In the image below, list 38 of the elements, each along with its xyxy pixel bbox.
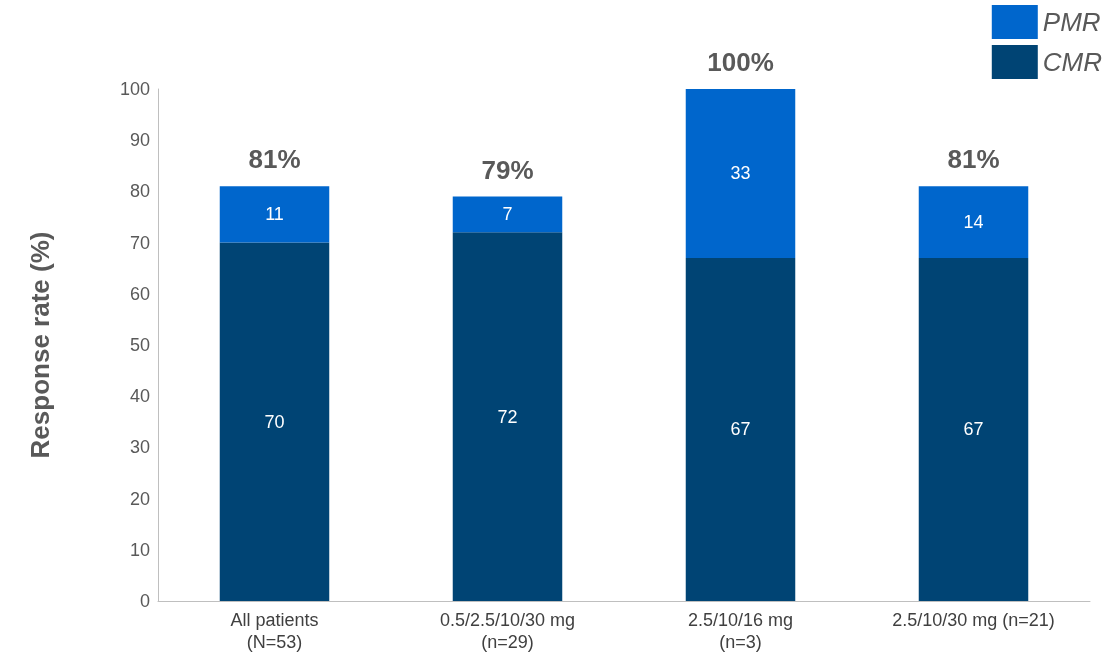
total-label: 81% (947, 144, 1000, 175)
legend-label: CMR (1042, 47, 1103, 77)
bar (219, 242, 330, 601)
x-tick-label: 2.5/10/16 mg (n=3) (687, 610, 794, 652)
y-tick-label: 40 (129, 386, 150, 407)
y-tick-label: 50 (129, 335, 150, 355)
bar (918, 257, 1029, 601)
legend-label: PMR (1042, 7, 1101, 37)
bar (685, 89, 796, 258)
data-label: 11 (265, 204, 284, 225)
y-tick-label: 10 (129, 539, 150, 560)
data-label: 33 (730, 163, 751, 184)
data-label: 67 (730, 419, 751, 440)
data-label: 72 (497, 406, 518, 427)
y-axis-title: Response rate (%) (25, 231, 55, 459)
total-label: 79% (481, 154, 534, 185)
y-tick-label: 20 (129, 488, 150, 509)
x-tick-label: 0.5/2.5/10/30 mg (n=29) (439, 610, 576, 652)
y-tick-label: 90 (129, 130, 150, 151)
data-label: 70 (264, 411, 285, 432)
x-tick-label: 2.5/10/30 mg (n=21) (892, 610, 1055, 630)
data-label: 7 (502, 204, 513, 225)
data-label: 14 (963, 212, 984, 233)
total-label: 100% (707, 47, 774, 77)
total-label: 81% (248, 144, 301, 175)
bar (219, 186, 330, 243)
bar (452, 196, 563, 233)
bar (685, 257, 796, 601)
y-tick-label: 80 (129, 181, 150, 202)
x-tick-label: All patients (N=53) (230, 610, 319, 652)
bar (918, 186, 1029, 258)
data-label: 67 (963, 419, 984, 440)
y-tick-label: 30 (129, 437, 150, 458)
y-tick-label: 70 (129, 232, 150, 253)
bar (452, 232, 563, 601)
y-tick-label: 100 (119, 79, 150, 99)
y-tick-label: 60 (129, 283, 150, 304)
y-tick-label: 0 (139, 591, 150, 611)
